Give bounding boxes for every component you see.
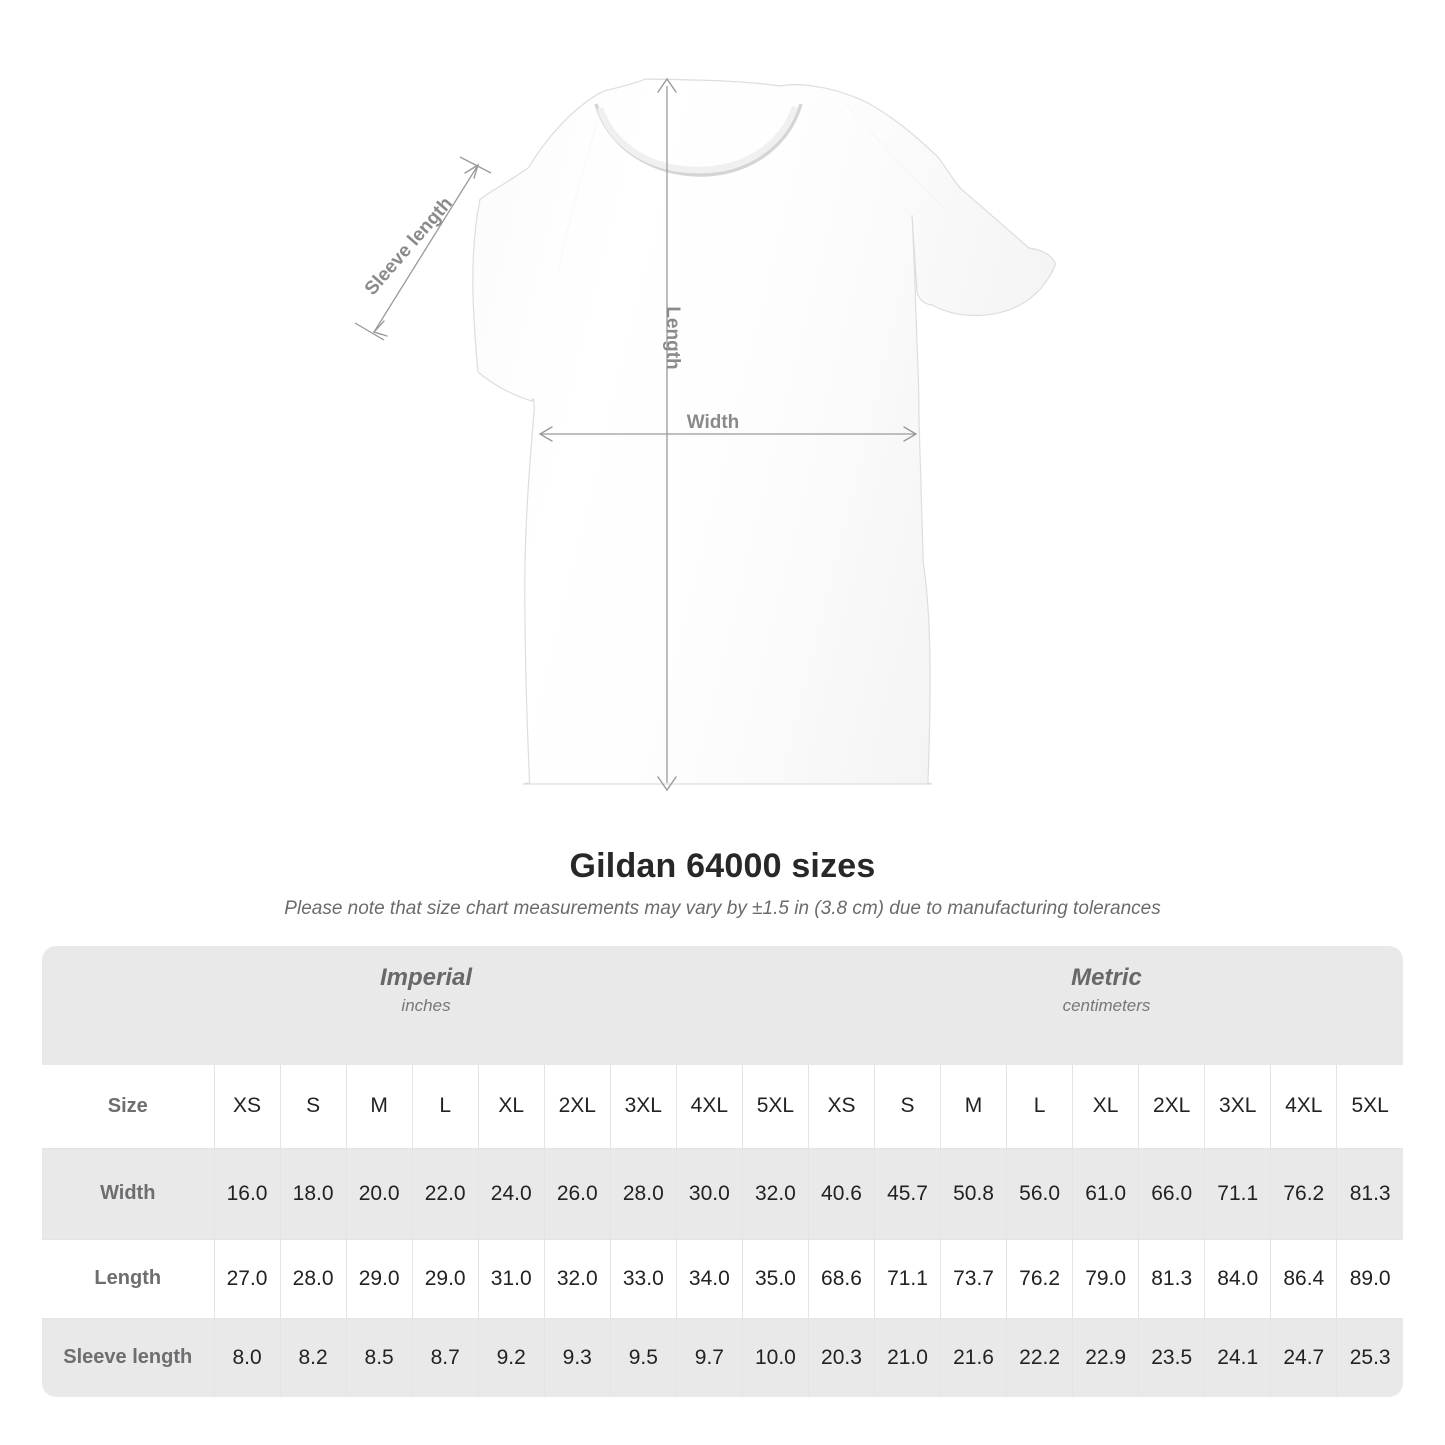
svg-text:Length: Length bbox=[662, 306, 683, 369]
svg-text:Sleeve length: Sleeve length bbox=[361, 193, 457, 299]
svg-text:Width: Width bbox=[687, 412, 740, 433]
